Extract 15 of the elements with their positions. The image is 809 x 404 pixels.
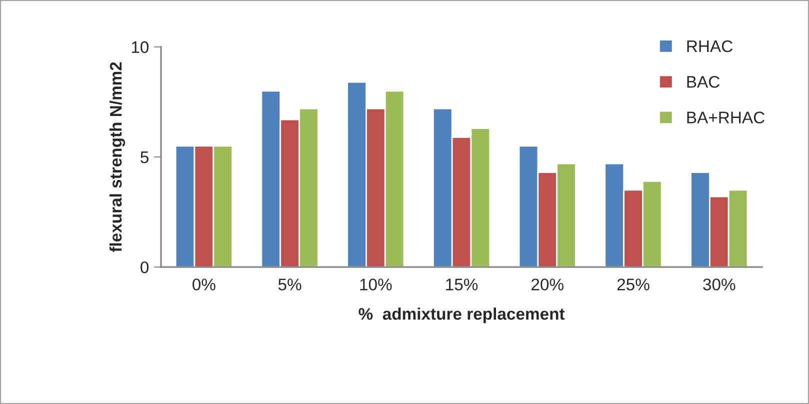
- x-tick-label: 0%: [192, 278, 216, 290]
- x-tick-label: 5%: [278, 278, 302, 290]
- x-tick-label: 10%: [360, 278, 392, 290]
- y-tick-label: 10: [132, 41, 149, 54]
- x-tick-label: 30%: [703, 278, 736, 290]
- legend-label: BAC: [687, 76, 720, 88]
- y-axis-title: flexural strength N/mm2: [109, 62, 126, 252]
- legend-label: RHAC: [687, 40, 733, 52]
- x-tick-label: 25%: [617, 278, 650, 290]
- x-axis-title: % admixture replacement: [358, 308, 565, 324]
- y-tick-label: 5: [140, 152, 148, 164]
- y-tick-label: 0: [140, 261, 149, 274]
- x-tick-label: 15%: [446, 278, 478, 290]
- x-tick-label: 20%: [532, 278, 564, 290]
- legend-label: BA+RHAC: [687, 112, 764, 124]
